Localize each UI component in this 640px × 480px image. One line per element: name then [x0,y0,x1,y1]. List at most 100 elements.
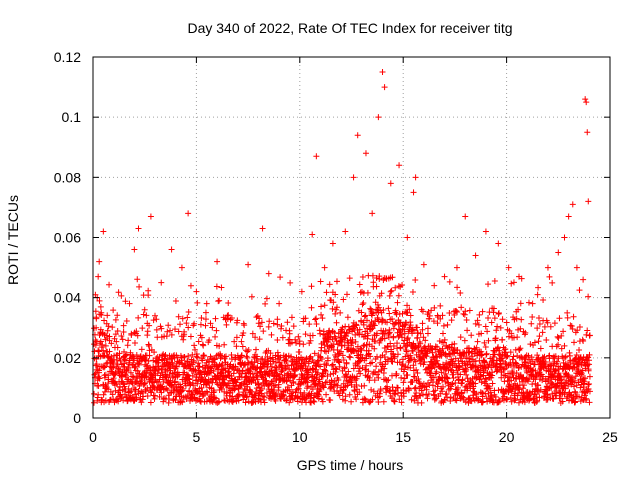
data-point [409,289,416,296]
data-point [564,314,571,321]
data-point [520,382,527,389]
data-point [343,373,350,380]
data-point [413,366,420,373]
data-point [135,314,142,321]
data-point [453,386,460,393]
data-point [365,368,372,375]
data-point [210,368,217,375]
data-point [586,373,593,380]
data-point [270,358,277,365]
data-point [155,379,162,386]
data-point [274,336,281,343]
data-point [331,333,338,340]
data-point [235,397,242,404]
data-point [462,308,469,315]
data-point [419,308,426,315]
data-point [369,272,376,279]
data-point [319,315,326,322]
data-point [354,132,361,139]
data-point [256,315,263,322]
data-point [161,355,168,362]
data-point [440,339,447,346]
data-point [442,378,449,385]
data-point [437,302,444,309]
data-point [374,330,381,337]
data-point [302,331,309,338]
data-point [93,356,100,363]
data-point [101,374,108,381]
data-point [586,351,593,358]
data-point [495,240,502,247]
data-point [266,318,273,325]
data-point [423,392,430,399]
data-point [258,386,265,393]
data-point [123,317,130,324]
data-point [139,325,146,332]
data-point [248,379,255,386]
data-point [400,379,407,386]
data-point [573,351,580,358]
data-point [195,338,202,345]
data-point [585,354,592,361]
data-point [492,335,499,342]
data-point [193,288,200,295]
data-point [580,276,587,283]
data-point [478,348,485,355]
data-point [483,350,490,357]
data-point [306,321,313,328]
data-point [287,279,294,286]
data-point [277,274,284,281]
data-point [349,336,356,343]
data-point [529,313,536,320]
data-point [304,383,311,390]
data-point [510,279,517,286]
data-point [214,258,221,265]
data-point [508,388,515,395]
data-point [365,347,372,354]
data-point [402,353,409,360]
data-point [472,320,479,327]
data-point [302,356,309,363]
data-point [492,393,499,400]
data-point [414,324,421,331]
data-point [286,327,293,334]
data-point [478,379,485,386]
data-point [521,399,528,406]
data-point [118,292,125,299]
data-point [274,321,281,328]
data-point [482,375,489,382]
data-point [197,321,204,328]
data-point [346,275,353,282]
data-point [179,315,186,322]
data-point [544,396,551,403]
data-point [272,397,279,404]
data-point [163,385,170,392]
data-point [586,399,593,406]
data-point [387,180,394,187]
data-point [499,336,506,343]
data-point [213,283,220,290]
data-point [386,329,393,336]
data-point [411,373,418,380]
data-point [543,336,550,343]
data-point [535,284,542,291]
data-point [508,330,515,337]
data-point [121,356,128,363]
data-point [424,330,431,337]
data-point [153,326,160,333]
data-point [345,368,352,375]
data-point [573,264,580,271]
data-point [385,377,392,384]
data-point [97,303,104,310]
data-point [314,391,321,398]
data-point [529,300,536,307]
data-point [474,317,481,324]
data-point [358,346,365,353]
data-point [554,358,561,365]
data-point [203,359,210,366]
data-point [452,396,459,403]
data-point [419,320,426,327]
data-point [292,336,299,343]
data-point [295,385,302,392]
data-point [412,277,419,284]
